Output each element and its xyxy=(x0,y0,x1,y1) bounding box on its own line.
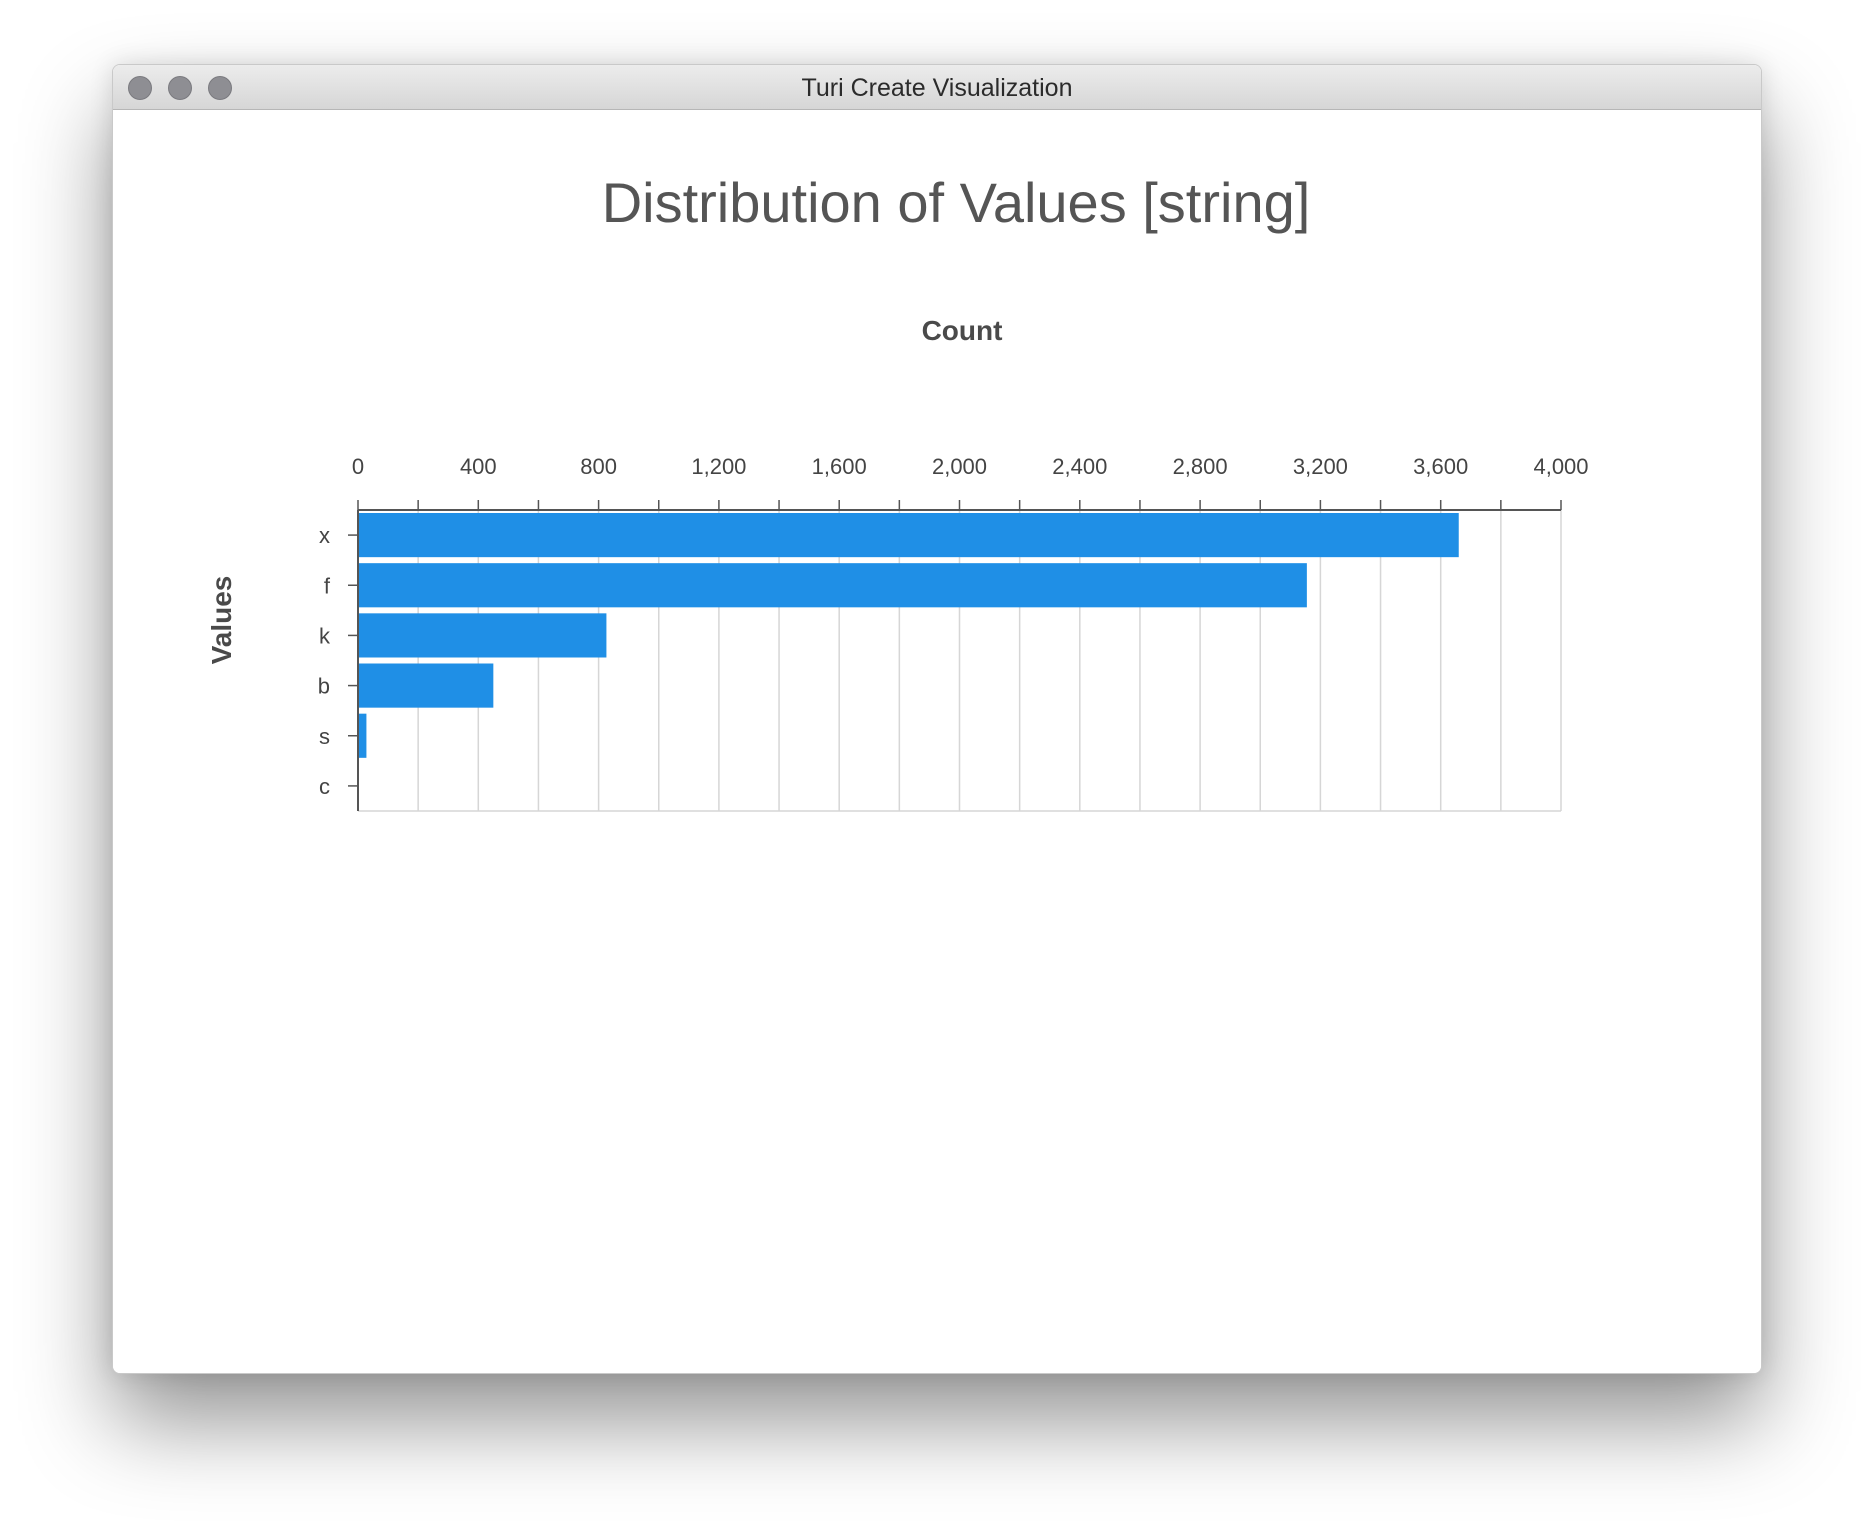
close-window-button[interactable] xyxy=(128,76,152,100)
y-tick-label: b xyxy=(318,674,330,699)
bar-chart: Distribution of Values [string] Count Va… xyxy=(206,171,1589,812)
y-tick-label: k xyxy=(319,623,331,648)
bar-b xyxy=(358,663,494,708)
zoom-window-button[interactable] xyxy=(208,76,232,100)
x-axis-label: Count xyxy=(922,315,1003,346)
x-tick-label: 1,200 xyxy=(691,454,746,479)
visualization-content: Distribution of Values [string] Count Va… xyxy=(113,110,1761,1373)
x-tick-label: 800 xyxy=(580,454,617,479)
bar-s xyxy=(358,713,367,758)
y-tick-label: c xyxy=(319,774,330,799)
axes-group: 0 400 800 1,200 1,600 2,000 2,400 2,800 3,200 3,6… xyxy=(318,454,1589,811)
title-bar[interactable]: Turi Create Visualization xyxy=(113,65,1761,110)
y-tick-label: x xyxy=(319,523,330,548)
x-tick-label: 3,600 xyxy=(1413,454,1468,479)
window-title: Turi Create Visualization xyxy=(801,74,1073,102)
x-tick-label: 2,400 xyxy=(1052,454,1107,479)
y-tick-label: s xyxy=(319,724,330,749)
bars-group xyxy=(358,513,1459,758)
y-tick-label: f xyxy=(324,573,331,598)
x-tick-label: 400 xyxy=(460,454,497,479)
y-axis-label: Values xyxy=(206,576,237,665)
x-tick-label: 1,600 xyxy=(812,454,867,479)
x-tick-label: 3,200 xyxy=(1293,454,1348,479)
x-tick-label: 0 xyxy=(352,454,364,479)
x-tick-label: 2,000 xyxy=(932,454,987,479)
chart-title: Distribution of Values [string] xyxy=(602,171,1311,234)
bar-f xyxy=(358,563,1307,608)
bar-k xyxy=(358,613,607,658)
x-tick-label: 4,000 xyxy=(1533,454,1588,479)
app-window: Turi Create Visualization Distribution o… xyxy=(112,64,1762,1374)
minimize-window-button[interactable] xyxy=(168,76,192,100)
x-tick-label: 2,800 xyxy=(1173,454,1228,479)
bar-x xyxy=(358,513,1459,558)
